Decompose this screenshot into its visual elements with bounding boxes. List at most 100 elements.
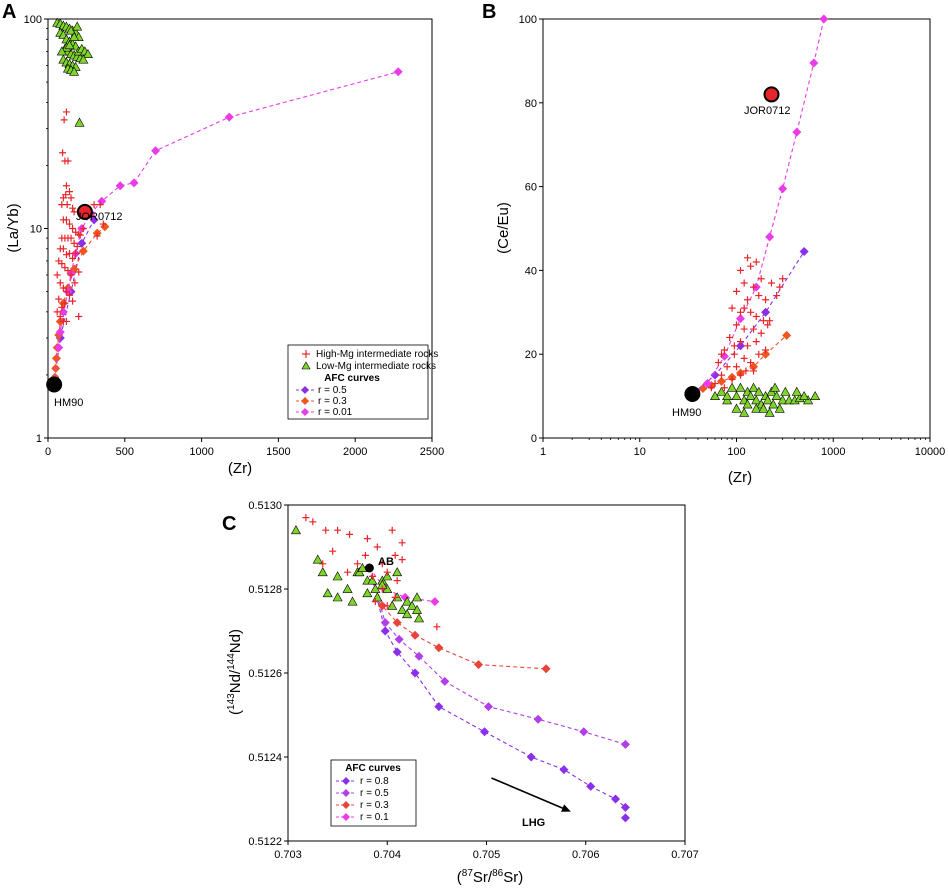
high-mg-point-a [69, 297, 77, 305]
high-mg-point-a [69, 254, 77, 262]
low-mg-point-b [748, 382, 759, 392]
high-mg-point-a [67, 194, 75, 202]
panel-a-points [46, 17, 107, 393]
legend-low-mg-text: Low-Mg intermediate rocks [316, 361, 436, 372]
high-mg-point-c [329, 547, 337, 555]
low-mg-point-b [799, 390, 810, 401]
panel-c: C 0.703 0.704 0.705 0.706 0.7070.51220.51240… [222, 500, 699, 886]
low-mg-point-b [731, 403, 742, 413]
high-mg-point-a [59, 245, 67, 253]
panel-c-points [290, 514, 441, 631]
afc-curve-marker-b [702, 379, 712, 389]
panel-a-letter: A [2, 1, 16, 23]
legend-a-r001: r = 0.01 [318, 407, 353, 418]
high-mg-point-a [59, 149, 67, 157]
x-tick-label-c: 0.705 [473, 849, 501, 861]
panel-c-letter: C [222, 513, 236, 535]
y-tick-label-a: 100 [24, 14, 42, 26]
low-mg-point-b [758, 403, 769, 413]
high-mg-point-a [62, 108, 70, 116]
high-mg-point-b [744, 342, 752, 350]
legend-c-r03: r = 0.3 [360, 800, 389, 811]
low-mg-point-a [82, 48, 93, 58]
high-mg-point-b [747, 262, 755, 270]
panel-a-legend-curves [296, 386, 314, 416]
high-mg-point-b [730, 350, 738, 358]
low-mg-point-c [347, 596, 358, 606]
high-mg-point-b [733, 363, 740, 371]
afc-curve-marker-c [410, 668, 420, 678]
high-mg-point-c [398, 556, 406, 564]
high-mg-point-c [383, 602, 391, 610]
panel-c-ab-label: AB [378, 556, 394, 568]
y-tick-label-b: 100 [519, 14, 537, 26]
high-mg-point-b [737, 371, 745, 379]
low-mg-point-b [768, 399, 779, 409]
high-mg-point-a [64, 157, 72, 165]
low-mg-point-c [414, 613, 425, 623]
panel-b-points [684, 86, 821, 417]
afc-curve-marker-a [115, 181, 125, 191]
high-mg-point-b [757, 275, 765, 283]
high-mg-point-a [61, 299, 69, 307]
high-mg-point-b [755, 292, 763, 300]
high-mg-point-a [53, 271, 61, 279]
panel-c-ticks: 0.703 0.704 0.705 0.706 0.707 0.5122 0.5124 0.5… [248, 500, 698, 861]
afc-curve-marker-b [736, 341, 746, 351]
high-mg-point-a [62, 216, 70, 224]
high-mg-point-a [62, 317, 70, 325]
high-mg-point-a [75, 268, 83, 276]
legend-a-r05: r = 0.5 [318, 385, 347, 396]
high-mg-point-b [723, 363, 731, 371]
high-mg-point-a [55, 295, 63, 303]
high-mg-point-a [60, 116, 68, 124]
high-mg-point-c [371, 598, 379, 606]
afc-curve-marker-c [434, 702, 444, 712]
y-tick-label-b: 80 [525, 98, 537, 110]
afc-curve-marker-c [380, 626, 390, 636]
panel-b-afc-curves [692, 14, 829, 395]
low-mg-point-a [78, 54, 89, 64]
afc-curve-marker-c [434, 643, 444, 653]
high-mg-point-a [70, 239, 78, 247]
high-mg-point-b [764, 321, 772, 329]
high-mg-point-a [62, 288, 70, 296]
high-mg-point-c [378, 585, 386, 593]
high-mg-point-b [720, 346, 728, 354]
high-mg-point-b [742, 367, 750, 375]
legend-a-curve-marker [301, 386, 309, 394]
afc-curve-marker-a [393, 67, 403, 77]
afc-curve-marker-b [710, 370, 720, 380]
y-tick-label-a: 1 [36, 433, 42, 445]
high-mg-point-c [373, 543, 381, 551]
y-tick-label-c: 0.5130 [248, 500, 282, 512]
high-mg-point-a [62, 191, 70, 199]
legend-c-r01: r = 0.1 [360, 812, 389, 823]
afc-curve-marker-b [698, 384, 708, 394]
panel-a-ticks: 0 500 1000 1500 2000 2500 1 10 100 [24, 14, 445, 458]
afc-curve-line-a [53, 71, 399, 385]
high-mg-point-c [388, 526, 396, 534]
afc-curve-marker-c [480, 727, 490, 737]
hm90-point-b [684, 386, 701, 403]
high-mg-point-c [368, 572, 376, 580]
x-tick-label-a: 2000 [343, 446, 367, 458]
afc-curve-marker-b [717, 376, 727, 386]
high-mg-point-a [69, 204, 77, 212]
high-mg-point-b [720, 384, 728, 392]
panel-b-ticks: 1 10 100 1000 10000 0 20 40 60 80 100 [519, 14, 946, 458]
afc-curve-marker-b [799, 247, 809, 257]
high-mg-point-c [322, 526, 330, 534]
y-tick-label-b: 60 [525, 182, 537, 194]
low-mg-point-a [64, 40, 75, 50]
panel-a: A 0 500 1000 1500 2000 2500 1 10 100 (Zr) (La/Yb… [2, 1, 444, 477]
low-mg-point-a [69, 66, 80, 76]
afc-curve-marker-a [54, 343, 64, 353]
high-mg-point-b [728, 375, 736, 383]
low-mg-point-b [764, 407, 775, 417]
low-mg-point-b [762, 395, 773, 405]
legend-c-r05: r = 0.5 [360, 788, 389, 799]
high-mg-point-a [99, 220, 107, 228]
afc-curve-marker-c [483, 702, 493, 712]
y-tick-label-a: 10 [30, 224, 42, 236]
